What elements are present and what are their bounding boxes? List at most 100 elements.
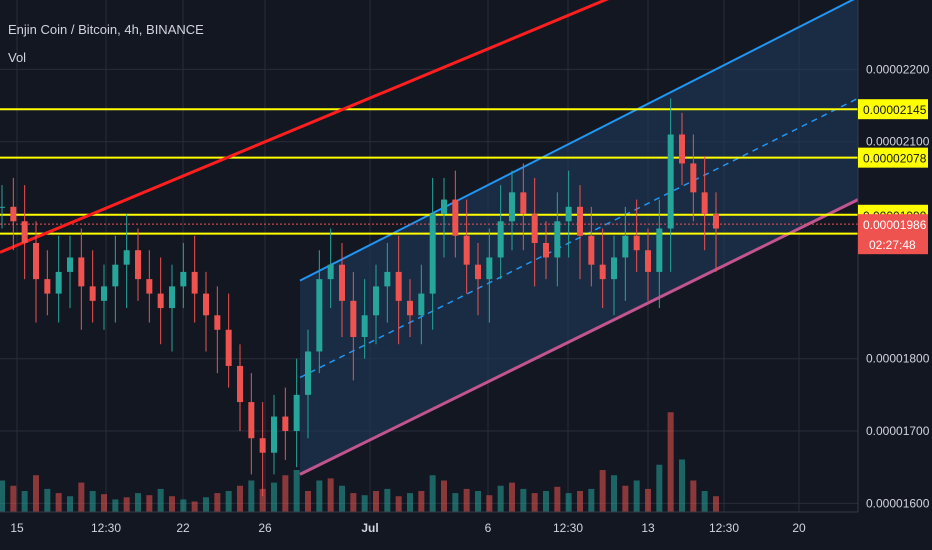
candle-body bbox=[225, 329, 232, 366]
volume-bar bbox=[429, 475, 436, 512]
x-tick-label: Jul bbox=[361, 521, 378, 535]
candle-body bbox=[10, 206, 17, 222]
volume-bar bbox=[157, 488, 164, 512]
level-price-label: 0.00002145 bbox=[863, 103, 927, 117]
candle-body bbox=[701, 192, 708, 215]
volume-bar bbox=[611, 475, 617, 512]
volume-bar bbox=[622, 485, 629, 512]
volume-bar bbox=[497, 485, 504, 512]
candle-body bbox=[203, 293, 209, 316]
x-tick-label: 13 bbox=[641, 521, 655, 535]
candle-body bbox=[543, 242, 549, 258]
current-price-tag bbox=[858, 214, 928, 255]
volume-bar bbox=[112, 499, 119, 512]
candle-body bbox=[452, 199, 459, 236]
volume-bar bbox=[701, 491, 708, 512]
candle-body bbox=[667, 134, 674, 229]
regression-channel bbox=[299, 0, 859, 476]
candle-body bbox=[486, 257, 493, 280]
time-axis-bg bbox=[0, 512, 932, 550]
volume-bar bbox=[361, 495, 368, 512]
candle-body bbox=[112, 264, 119, 287]
x-tick-label: 6 bbox=[485, 521, 492, 535]
volume-bar bbox=[577, 491, 583, 512]
candle-body bbox=[67, 257, 73, 272]
candle-body bbox=[169, 286, 175, 309]
candle-body bbox=[0, 206, 5, 208]
candle-body bbox=[429, 214, 436, 294]
candle-body bbox=[475, 264, 481, 280]
candle-body bbox=[271, 416, 277, 453]
candle-body bbox=[497, 221, 504, 258]
candle-body bbox=[101, 286, 107, 301]
candle-body bbox=[565, 206, 572, 222]
candle-body bbox=[248, 402, 255, 439]
volume-bar bbox=[271, 482, 277, 512]
volume-bar bbox=[475, 491, 481, 512]
volume-bar bbox=[214, 493, 221, 512]
y-tick-label: 0.00001800 bbox=[866, 352, 930, 366]
candle-body bbox=[622, 235, 629, 258]
volume-bar bbox=[339, 485, 345, 512]
volume-bar bbox=[407, 493, 413, 512]
candle-body bbox=[237, 365, 243, 403]
volume-bar bbox=[123, 497, 130, 512]
candle-body bbox=[135, 250, 141, 280]
volume-bar bbox=[520, 488, 527, 512]
volume-bar bbox=[327, 478, 334, 512]
x-tick-label: 15 bbox=[10, 521, 24, 535]
candle-body bbox=[214, 315, 221, 330]
channel-mid bbox=[299, 97, 859, 379]
candle-body bbox=[633, 235, 640, 251]
volume-bar bbox=[373, 491, 379, 512]
candle-body bbox=[123, 250, 130, 265]
volume-bar bbox=[679, 459, 685, 512]
time-axis: 15 12:30 22 26 Jul 6 12:30 13 12:30 20 bbox=[0, 511, 932, 550]
volume-label: Vol bbox=[8, 50, 27, 65]
candle-body bbox=[373, 286, 379, 316]
candle-body bbox=[509, 192, 515, 222]
volume-bar bbox=[259, 488, 266, 512]
volume-bar bbox=[282, 475, 289, 512]
volume-bar bbox=[656, 464, 663, 512]
volume-bar bbox=[305, 491, 311, 512]
x-tick-label: 20 bbox=[792, 521, 806, 535]
candle-body bbox=[690, 163, 697, 193]
candle-body bbox=[611, 257, 617, 280]
chart-title: Enjin Coin / Bitcoin, 4h, BINANCE bbox=[8, 22, 204, 37]
volume-bar bbox=[645, 488, 651, 512]
candle-body bbox=[588, 235, 595, 265]
volume-bar bbox=[225, 491, 232, 512]
volume-bar bbox=[441, 480, 447, 512]
volume-bar bbox=[350, 493, 357, 512]
volume-bar bbox=[78, 482, 85, 512]
volume-bar bbox=[667, 412, 674, 512]
countdown-label: 02:27:48 bbox=[869, 238, 916, 252]
volume-bar bbox=[452, 493, 459, 512]
candle-body bbox=[282, 416, 289, 432]
level-price-tag bbox=[858, 147, 928, 168]
candle-body bbox=[293, 394, 300, 432]
volume-bar bbox=[293, 470, 300, 512]
candle-body bbox=[305, 351, 311, 395]
candle-body bbox=[259, 438, 266, 453]
volume-bar bbox=[486, 495, 493, 512]
candle-body bbox=[599, 264, 606, 280]
volume-bar bbox=[565, 493, 572, 512]
volume-bar bbox=[191, 501, 198, 512]
volume-bar bbox=[55, 493, 62, 512]
price-axis: 0.00002200 0.00002100 0.00001800 0.00001700… bbox=[857, 0, 932, 512]
candle-body bbox=[21, 221, 28, 243]
volume-bar bbox=[44, 488, 51, 512]
volume-bar bbox=[146, 495, 153, 512]
y-tick-label: 0.00002200 bbox=[866, 62, 930, 76]
candle-body bbox=[316, 279, 323, 352]
volume-bar bbox=[543, 491, 549, 512]
candle-body bbox=[531, 214, 538, 243]
y-tick-label: 0.00001600 bbox=[866, 496, 930, 510]
level-price-label: 0.00002078 bbox=[863, 152, 927, 166]
volume-bar bbox=[33, 475, 39, 512]
candle-body bbox=[463, 235, 470, 265]
